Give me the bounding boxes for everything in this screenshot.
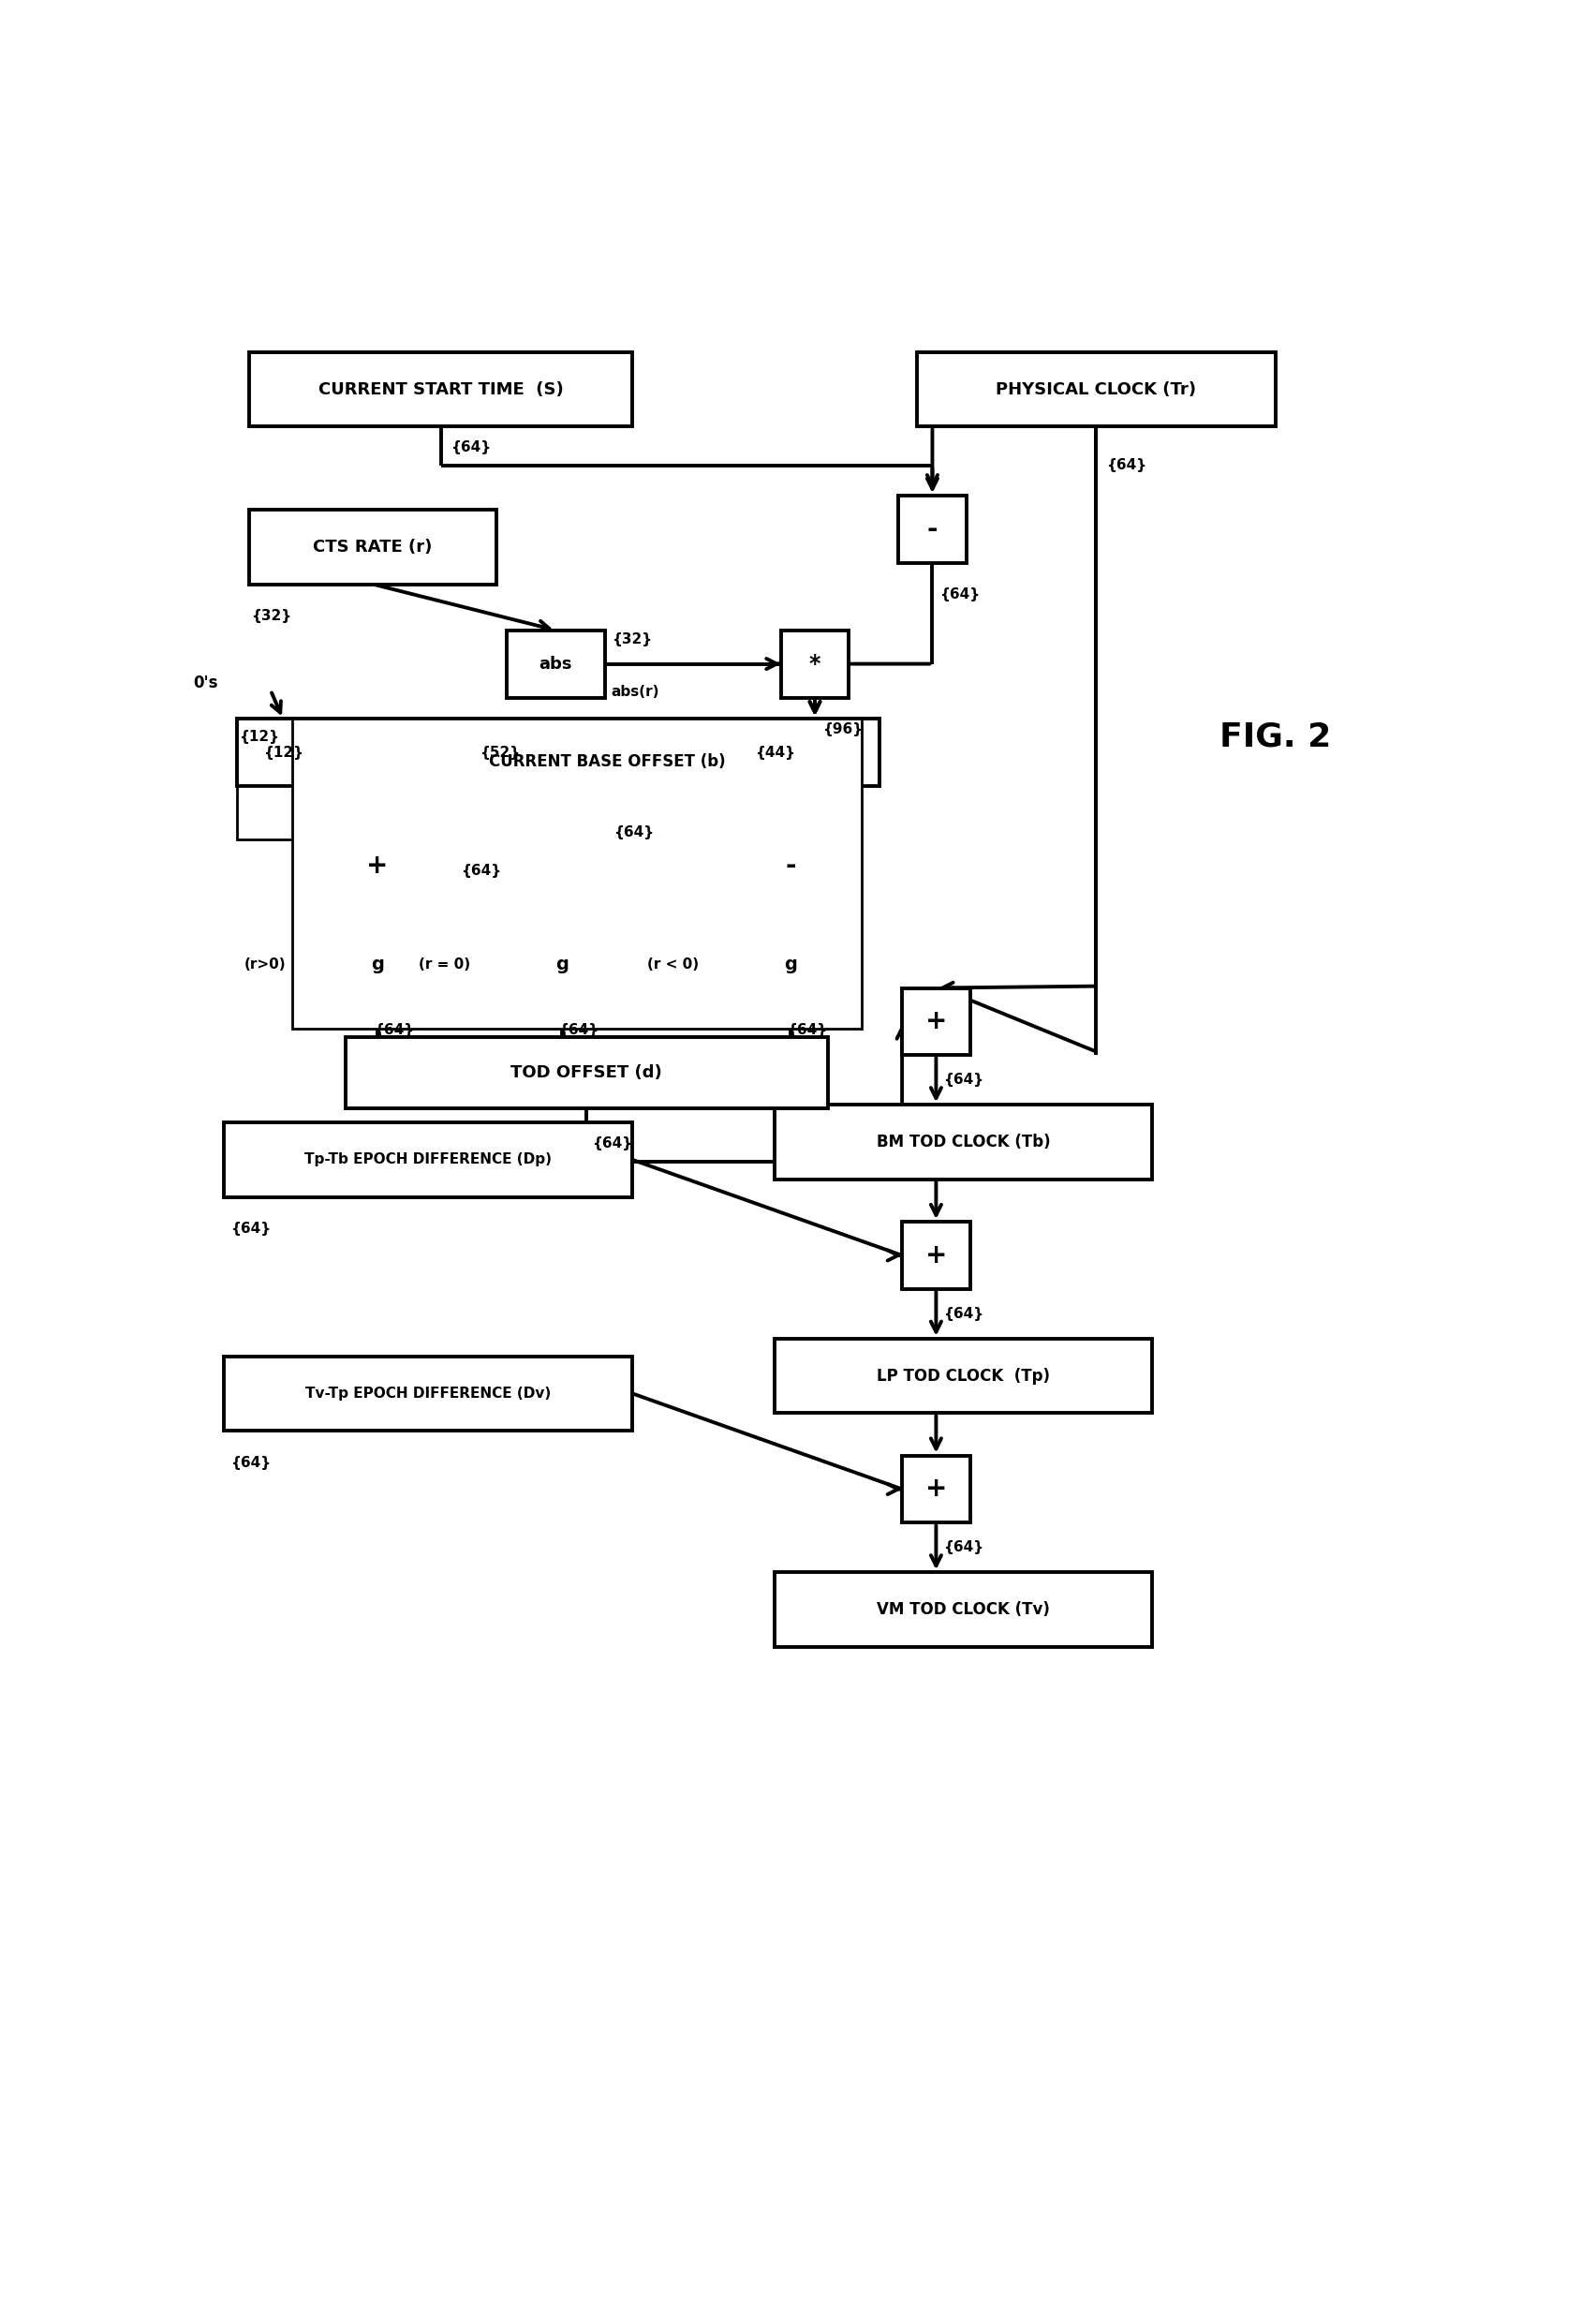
Text: {12}: {12} — [263, 745, 303, 759]
Text: {64}: {64} — [592, 1136, 632, 1150]
Text: g: g — [555, 957, 568, 973]
FancyBboxPatch shape — [404, 727, 812, 796]
Text: {12}: {12} — [239, 729, 279, 743]
Text: CURRENT START TIME  (S): CURRENT START TIME (S) — [318, 382, 563, 398]
Text: Tv-Tp EPOCH DIFFERENCE (Dv): Tv-Tp EPOCH DIFFERENCE (Dv) — [305, 1387, 551, 1401]
Text: {64}: {64} — [373, 1023, 415, 1037]
Text: {96}: {96} — [822, 722, 863, 736]
Text: CURRENT BASE OFFSET (b): CURRENT BASE OFFSET (b) — [490, 752, 726, 771]
Text: {64}: {64} — [1106, 458, 1146, 472]
Text: abs(r): abs(r) — [611, 685, 659, 699]
Text: +: + — [367, 853, 388, 879]
Text: LP TOD CLOCK  (Tp): LP TOD CLOCK (Tp) — [876, 1368, 1050, 1385]
Text: FIG. 2: FIG. 2 — [1219, 720, 1331, 752]
Text: (r>0): (r>0) — [244, 957, 286, 973]
Text: +: + — [926, 1007, 946, 1035]
FancyBboxPatch shape — [774, 1339, 1152, 1412]
Text: BM TOD CLOCK (Tb): BM TOD CLOCK (Tb) — [876, 1134, 1050, 1150]
Text: {64}: {64} — [230, 1221, 271, 1235]
Text: {64}: {64} — [787, 1023, 827, 1037]
Text: (r = 0): (r = 0) — [418, 957, 471, 973]
Text: g: g — [372, 957, 385, 973]
Text: {52}: {52} — [479, 745, 520, 759]
FancyBboxPatch shape — [902, 989, 970, 1056]
Text: {64}: {64} — [450, 442, 492, 455]
Text: -: - — [927, 515, 938, 543]
Text: {64}: {64} — [230, 1456, 271, 1470]
Text: PHYSICAL CLOCK (Tr): PHYSICAL CLOCK (Tr) — [996, 382, 1197, 398]
Text: +: + — [926, 1477, 946, 1502]
Text: {64}: {64} — [940, 589, 980, 603]
FancyBboxPatch shape — [506, 630, 605, 697]
FancyBboxPatch shape — [899, 495, 966, 564]
Text: {64}: {64} — [943, 1306, 983, 1320]
Text: {64}: {64} — [943, 1541, 983, 1555]
FancyBboxPatch shape — [902, 1456, 970, 1523]
FancyBboxPatch shape — [916, 352, 1275, 426]
Text: {64}: {64} — [614, 826, 654, 839]
Text: *: * — [809, 653, 820, 676]
FancyBboxPatch shape — [223, 1357, 632, 1431]
FancyBboxPatch shape — [249, 511, 496, 584]
Text: +: + — [926, 1242, 946, 1270]
FancyBboxPatch shape — [780, 630, 849, 697]
FancyBboxPatch shape — [236, 787, 670, 839]
Text: (r < 0): (r < 0) — [648, 957, 699, 973]
Text: TOD OFFSET (d): TOD OFFSET (d) — [511, 1065, 662, 1081]
Text: Tp-Tb EPOCH DIFFERENCE (Dp): Tp-Tb EPOCH DIFFERENCE (Dp) — [305, 1152, 552, 1166]
Text: {32}: {32} — [252, 610, 292, 623]
FancyBboxPatch shape — [345, 833, 410, 899]
FancyBboxPatch shape — [292, 718, 862, 1028]
Text: {64}: {64} — [559, 1023, 598, 1037]
FancyBboxPatch shape — [758, 932, 824, 998]
FancyBboxPatch shape — [223, 1122, 632, 1196]
Text: {64}: {64} — [461, 865, 501, 879]
Text: 0's: 0's — [193, 674, 219, 692]
Text: {44}: {44} — [755, 745, 795, 759]
Text: abs: abs — [539, 656, 573, 672]
Text: -: - — [785, 853, 796, 879]
FancyBboxPatch shape — [345, 1037, 828, 1109]
FancyBboxPatch shape — [902, 1221, 970, 1288]
Text: {64}: {64} — [943, 1074, 983, 1088]
FancyBboxPatch shape — [774, 1573, 1152, 1647]
Text: CTS RATE (r): CTS RATE (r) — [313, 538, 433, 554]
FancyBboxPatch shape — [236, 718, 879, 787]
FancyBboxPatch shape — [530, 932, 594, 998]
FancyBboxPatch shape — [249, 352, 632, 426]
Text: g: g — [784, 957, 798, 973]
FancyBboxPatch shape — [758, 833, 824, 899]
FancyBboxPatch shape — [345, 932, 410, 998]
FancyBboxPatch shape — [774, 1104, 1152, 1180]
Text: {32}: {32} — [611, 632, 651, 646]
Text: VM TOD CLOCK (Tv): VM TOD CLOCK (Tv) — [876, 1601, 1050, 1617]
